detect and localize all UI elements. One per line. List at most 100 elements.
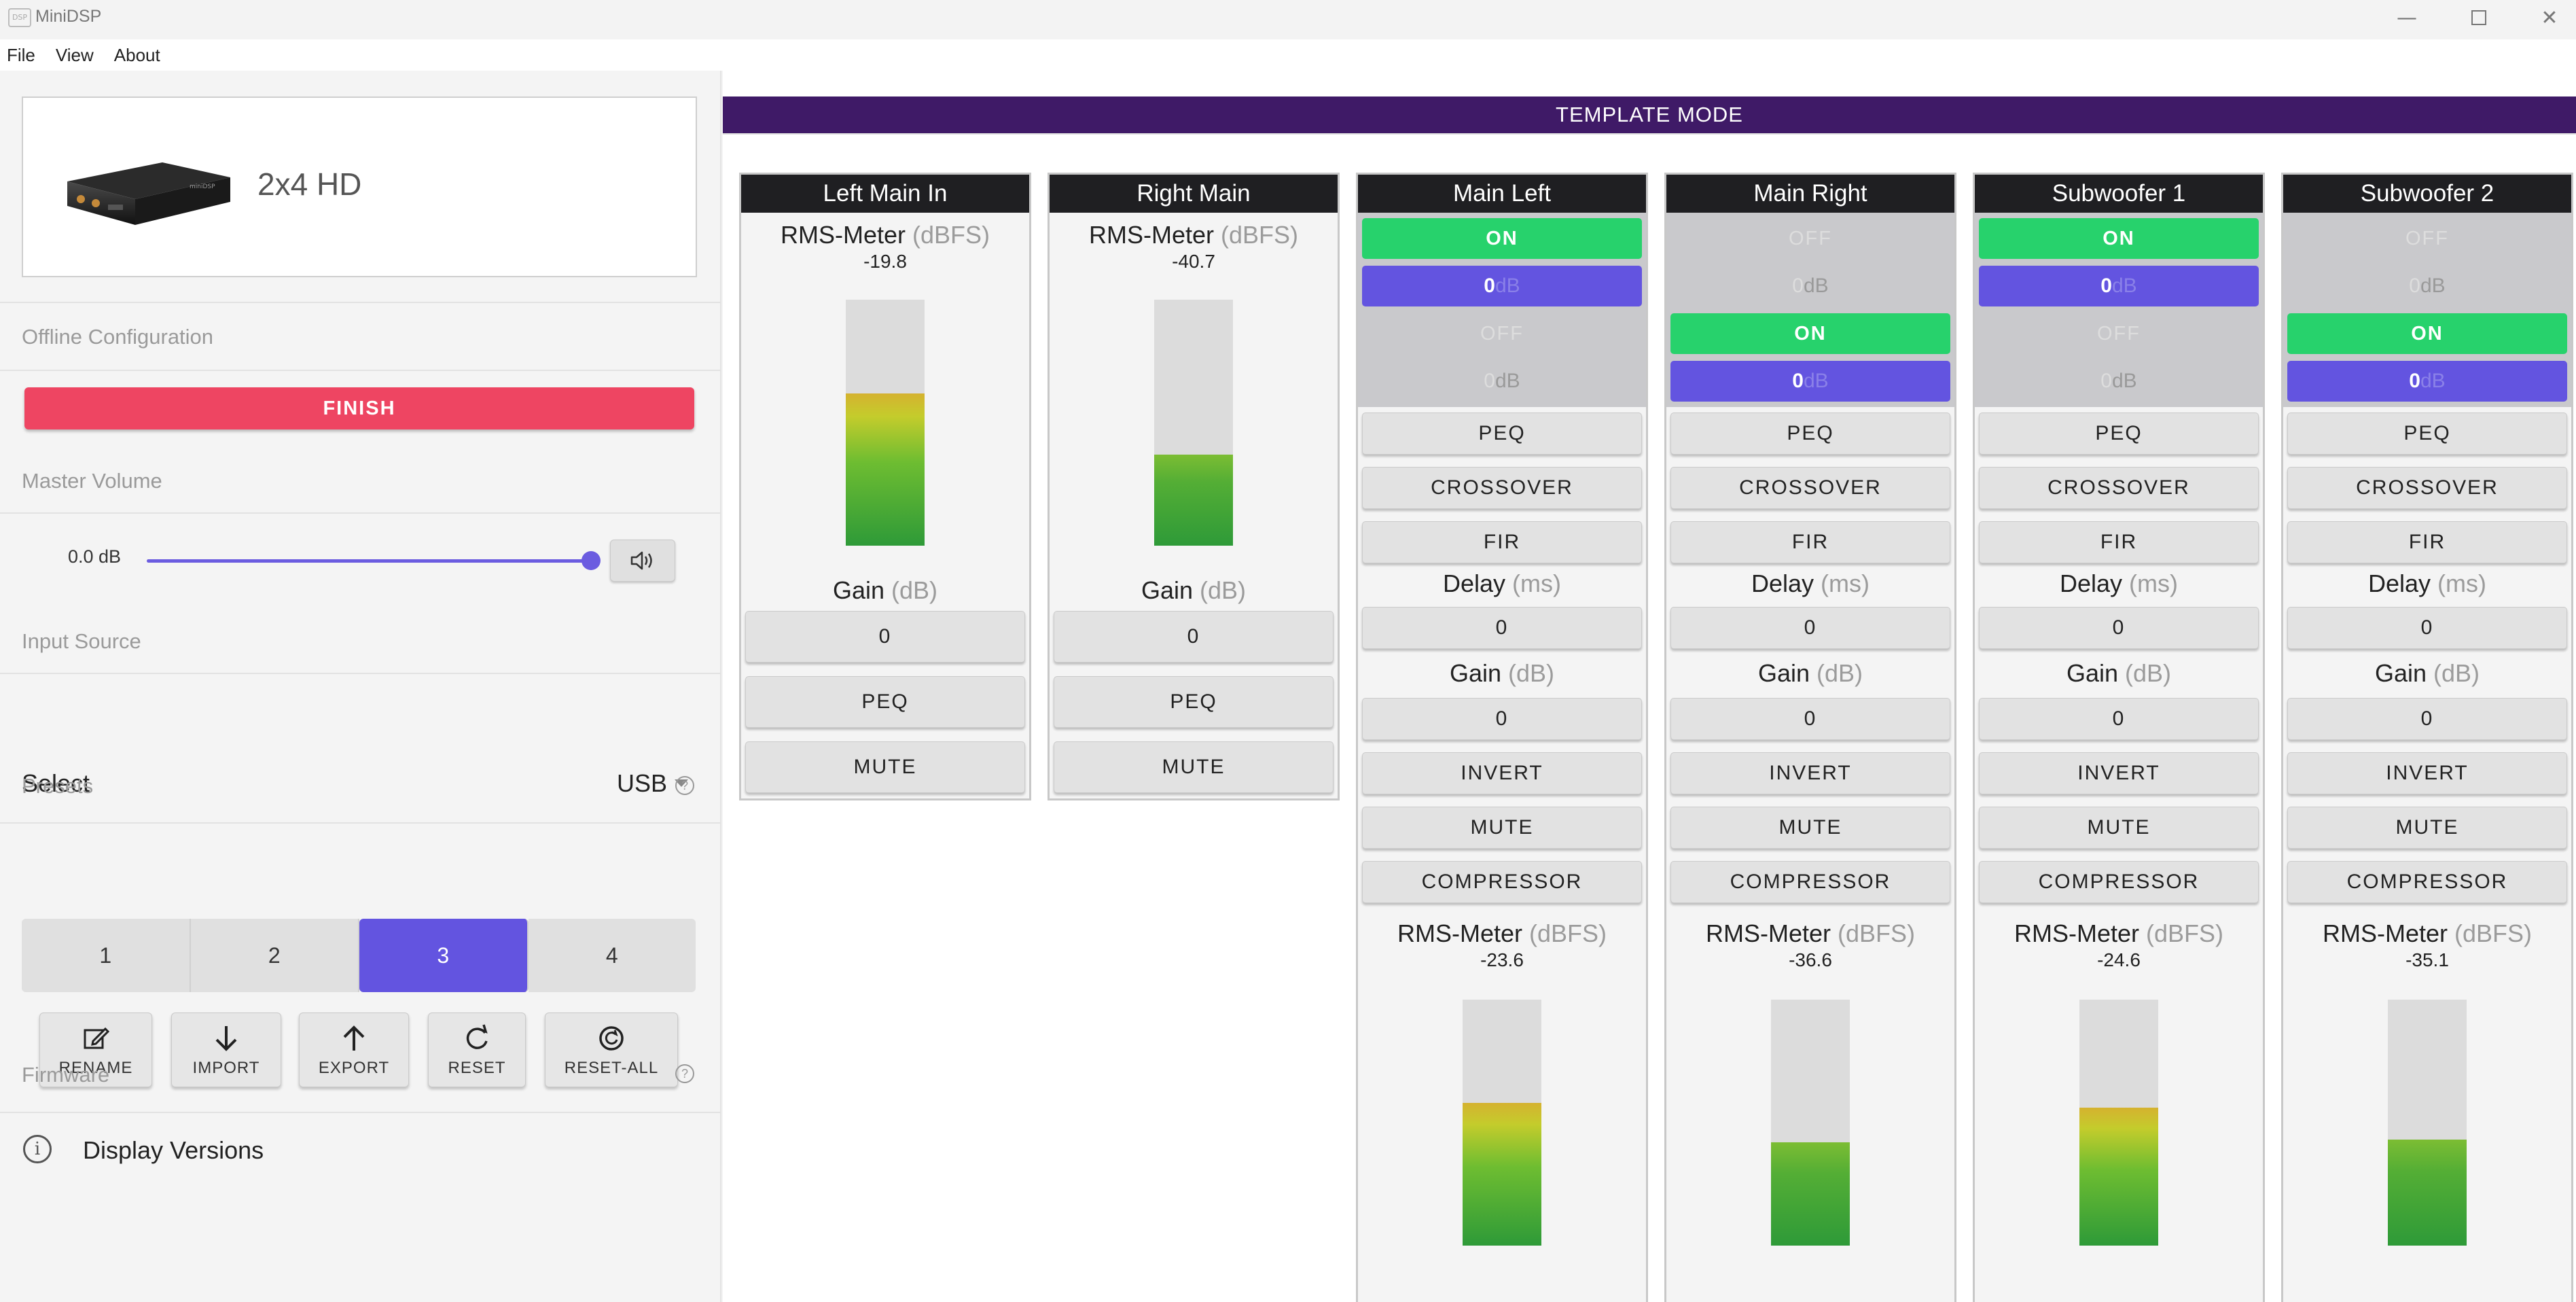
- firmware-label: Firmware: [22, 1063, 110, 1087]
- level-meter: [2079, 1000, 2158, 1246]
- mute-button[interactable]: MUTE: [1362, 807, 1642, 849]
- master-volume-slider[interactable]: [147, 559, 591, 563]
- peq-button[interactable]: PEQ: [1054, 676, 1334, 728]
- speaker-mute-button[interactable]: [610, 540, 675, 582]
- peq-button[interactable]: PEQ: [1670, 412, 1950, 455]
- mute-button[interactable]: MUTE: [1670, 807, 1950, 849]
- route-1-level[interactable]: 0dB: [1979, 266, 2259, 306]
- fir-button[interactable]: FIR: [1362, 521, 1642, 563]
- invert-button[interactable]: INVERT: [1979, 752, 2259, 794]
- output-channel: Main Left ON 0dB OFF 0dB PEQ CROSSOVER FIR Delay…: [1356, 173, 1648, 1302]
- delay-title: Delay (ms): [2059, 569, 2179, 597]
- route-1-off-button[interactable]: OFF: [2405, 228, 2449, 249]
- invert-button[interactable]: INVERT: [2287, 752, 2567, 794]
- export-button[interactable]: EXPORT: [299, 1013, 409, 1087]
- delay-input[interactable]: 0: [1362, 607, 1642, 649]
- route-2-off-button[interactable]: OFF: [2097, 323, 2141, 345]
- delay-input[interactable]: 0: [2287, 607, 2567, 649]
- import-label: IMPORT: [192, 1059, 260, 1077]
- crossover-button[interactable]: CROSSOVER: [1979, 467, 2259, 509]
- compressor-button[interactable]: COMPRESSOR: [1670, 861, 1950, 903]
- menu-about[interactable]: About: [113, 44, 160, 65]
- fir-button[interactable]: FIR: [1670, 521, 1950, 563]
- gain-input[interactable]: 0: [1362, 698, 1642, 740]
- delay-title: Delay (ms): [1442, 569, 1562, 597]
- channel-name[interactable]: Main Left: [1358, 175, 1646, 213]
- peq-button[interactable]: PEQ: [2287, 412, 2567, 455]
- routing-block: ON 0dB OFF 0dB: [1975, 213, 2263, 407]
- divider: [0, 370, 720, 371]
- delay-title: Delay (ms): [1751, 569, 1870, 597]
- route-1-level[interactable]: 0dB: [1362, 266, 1642, 306]
- route-2-level[interactable]: 0dB: [2287, 361, 2567, 402]
- device-name: 2x4 HD: [257, 166, 362, 202]
- fir-button[interactable]: FIR: [2287, 521, 2567, 563]
- display-versions-link[interactable]: Display Versions: [83, 1136, 264, 1164]
- route-1-level[interactable]: 0dB: [2409, 275, 2446, 297]
- reset-all-button[interactable]: RESET-ALL: [545, 1013, 678, 1087]
- invert-button[interactable]: INVERT: [1670, 752, 1950, 794]
- channel-name[interactable]: Main Right: [1666, 175, 1954, 213]
- route-2-level[interactable]: 0dB: [2100, 370, 2137, 392]
- level-meter-fill: [846, 393, 925, 546]
- preset-2-button[interactable]: 2: [190, 919, 359, 992]
- rename-button[interactable]: RENAME: [39, 1013, 152, 1087]
- gain-input[interactable]: 0: [1670, 698, 1950, 740]
- finish-button[interactable]: FINISH: [24, 387, 694, 429]
- crossover-button[interactable]: CROSSOVER: [1362, 467, 1642, 509]
- compressor-button[interactable]: COMPRESSOR: [2287, 861, 2567, 903]
- maximize-icon[interactable]: [2448, 4, 2509, 31]
- master-volume-thumb[interactable]: [582, 551, 601, 570]
- presets-help-icon[interactable]: ?: [675, 776, 694, 795]
- minimize-icon[interactable]: —: [2397, 5, 2417, 30]
- channel-name[interactable]: Right Main: [1050, 175, 1338, 213]
- preset-4-button[interactable]: 4: [528, 919, 696, 992]
- mute-button[interactable]: MUTE: [1054, 741, 1334, 793]
- route-1-on-button[interactable]: ON: [1362, 218, 1642, 259]
- crossover-button[interactable]: CROSSOVER: [2287, 467, 2567, 509]
- firmware-help-icon[interactable]: ?: [675, 1064, 694, 1083]
- route-1-level[interactable]: 0dB: [1792, 275, 1829, 297]
- compressor-button[interactable]: COMPRESSOR: [1362, 861, 1642, 903]
- divider: [0, 822, 720, 824]
- peq-button[interactable]: PEQ: [1979, 412, 2259, 455]
- export-label: EXPORT: [318, 1059, 390, 1077]
- peq-button[interactable]: PEQ: [745, 676, 1025, 728]
- info-icon[interactable]: i: [23, 1135, 52, 1163]
- preset-1-button[interactable]: 1: [22, 919, 191, 992]
- invert-button[interactable]: INVERT: [1362, 752, 1642, 794]
- preset-3-button[interactable]: 3: [359, 919, 529, 992]
- gain-input[interactable]: 0: [1979, 698, 2259, 740]
- peq-button[interactable]: PEQ: [1362, 412, 1642, 455]
- import-button[interactable]: IMPORT: [171, 1013, 281, 1087]
- delay-input[interactable]: 0: [1670, 607, 1950, 649]
- gain-input[interactable]: 0: [745, 611, 1025, 663]
- compressor-button[interactable]: COMPRESSOR: [1979, 861, 2259, 903]
- route-2-level[interactable]: 0dB: [1484, 370, 1520, 392]
- gain-input[interactable]: 0: [2287, 698, 2567, 740]
- mute-button[interactable]: MUTE: [2287, 807, 2567, 849]
- route-1-on-button[interactable]: ON: [1979, 218, 2259, 259]
- mute-button[interactable]: MUTE: [1979, 807, 2259, 849]
- crossover-button[interactable]: CROSSOVER: [1670, 467, 1950, 509]
- route-2-off-button[interactable]: OFF: [1480, 323, 1524, 345]
- menu-file[interactable]: File: [7, 44, 35, 65]
- reset-button[interactable]: RESET: [428, 1013, 526, 1087]
- fir-button[interactable]: FIR: [1979, 521, 2259, 563]
- channel-name[interactable]: Left Main In: [741, 175, 1029, 213]
- main-panel: TEMPLATE MODE Left Main In RMS-Meter (dB…: [723, 71, 2576, 1302]
- menu-view[interactable]: View: [55, 44, 94, 65]
- routing-block: OFF 0dB ON 0dB: [2283, 213, 2571, 407]
- route-1-off-button[interactable]: OFF: [1789, 228, 1832, 249]
- route-2-on-button[interactable]: ON: [1670, 313, 1950, 354]
- channel-name[interactable]: Subwoofer 1: [1975, 175, 2263, 213]
- mute-button[interactable]: MUTE: [745, 741, 1025, 793]
- gain-input[interactable]: 0: [1054, 611, 1334, 663]
- input-source-select[interactable]: USB: [617, 769, 668, 797]
- route-2-on-button[interactable]: ON: [2287, 313, 2567, 354]
- app-icon: DSP: [8, 8, 31, 27]
- delay-input[interactable]: 0: [1979, 607, 2259, 649]
- close-icon[interactable]: ✕: [2541, 5, 2558, 30]
- route-2-level[interactable]: 0dB: [1670, 361, 1950, 402]
- channel-name[interactable]: Subwoofer 2: [2283, 175, 2571, 213]
